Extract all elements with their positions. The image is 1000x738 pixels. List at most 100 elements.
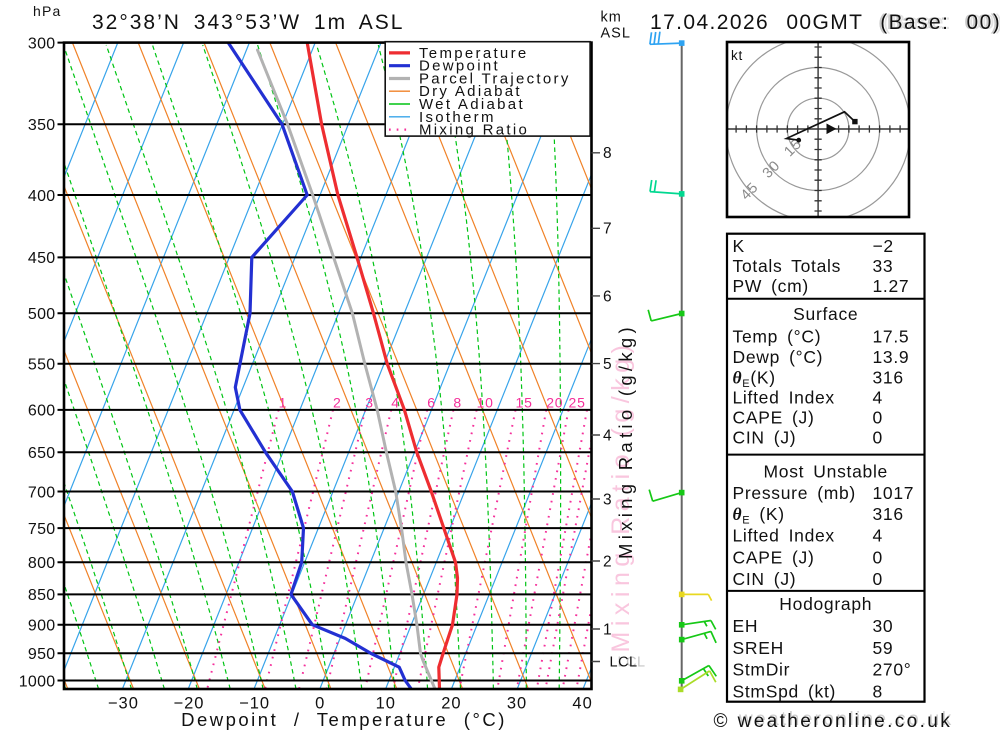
svg-text:10: 10 <box>376 695 396 713</box>
svg-text:316: 316 <box>873 367 904 387</box>
svg-text:20: 20 <box>546 394 563 410</box>
svg-text:4: 4 <box>603 427 612 444</box>
svg-text:15: 15 <box>516 394 533 410</box>
svg-text:Hodograph: Hodograph <box>779 594 872 614</box>
svg-text:Dewpoint / Temperature (°C): Dewpoint / Temperature (°C) <box>181 709 507 730</box>
svg-text:Surface: Surface <box>793 304 858 324</box>
svg-text:950: 950 <box>28 646 56 663</box>
svg-text:CAPE (J): CAPE (J) <box>733 408 815 428</box>
svg-text:30: 30 <box>507 695 527 713</box>
svg-text:13.9: 13.9 <box>873 347 910 367</box>
svg-text:Mixing Ratio (g/kg): Mixing Ratio (g/kg) <box>615 323 636 559</box>
svg-text:0: 0 <box>873 408 883 428</box>
svg-text:PW (cm): PW (cm) <box>733 276 809 296</box>
svg-text:Isotherm: Isotherm <box>419 109 496 126</box>
svg-text:km: km <box>601 10 622 26</box>
svg-text:−10: −10 <box>239 695 270 713</box>
svg-text:2: 2 <box>603 553 612 570</box>
svg-text:1: 1 <box>603 621 612 638</box>
svg-text:LCL: LCL <box>618 655 646 671</box>
svg-text:25: 25 <box>569 394 586 410</box>
svg-text:600: 600 <box>28 403 56 420</box>
svg-text:Dry Adiabat: Dry Adiabat <box>419 83 522 100</box>
svg-text:LCL: LCL <box>610 655 638 671</box>
svg-text:800: 800 <box>28 555 56 572</box>
svg-text:0: 0 <box>315 695 325 713</box>
svg-text:500: 500 <box>28 306 56 323</box>
svg-text:33: 33 <box>873 256 894 276</box>
svg-text:K: K <box>733 236 745 256</box>
svg-text:550: 550 <box>28 357 56 374</box>
svg-text:Mixing Ratio (g/kg): Mixing Ratio (g/kg) <box>607 340 635 653</box>
svg-text:Parcel Trajectory: Parcel Trajectory <box>419 71 571 88</box>
svg-text:8: 8 <box>603 145 612 162</box>
svg-text:1017: 1017 <box>873 483 915 503</box>
svg-text:40: 40 <box>572 695 592 713</box>
svg-text:850: 850 <box>28 587 56 604</box>
svg-text:17.5: 17.5 <box>873 327 910 347</box>
svg-text:Mixing Ratio: Mixing Ratio <box>419 122 529 139</box>
svg-text:1.27: 1.27 <box>873 276 910 296</box>
svg-text:−20: −20 <box>174 695 205 713</box>
svg-text:20: 20 <box>441 695 461 713</box>
svg-text:4: 4 <box>391 394 400 410</box>
svg-text:17.04.2026 00GMT (Base: 00): 17.04.2026 00GMT (Base: 00) <box>650 11 1000 34</box>
svg-text:32°38’N 343°53’W 1m ASL: 32°38’N 343°53’W 1m ASL <box>92 11 404 34</box>
svg-text:10: 10 <box>477 394 494 410</box>
svg-text:(Base: 00): (Base: 00) <box>878 11 999 34</box>
svg-text:0: 0 <box>873 428 883 448</box>
svg-text:kt: kt <box>731 48 743 63</box>
svg-text:−2: −2 <box>873 236 894 256</box>
svg-text:8: 8 <box>453 394 462 410</box>
svg-text:400: 400 <box>28 188 56 205</box>
svg-text:650: 650 <box>28 445 56 462</box>
svg-text:4: 4 <box>873 388 883 408</box>
svg-text:CIN (J): CIN (J) <box>733 428 797 448</box>
svg-text:Temperature: Temperature <box>419 45 529 62</box>
svg-text:Totals Totals: Totals Totals <box>733 256 842 276</box>
svg-text:hPa: hPa <box>33 3 62 19</box>
svg-text:750: 750 <box>28 521 56 538</box>
svg-text:450: 450 <box>28 250 56 267</box>
svg-text:SREH: SREH <box>733 638 784 658</box>
svg-text:3: 3 <box>365 394 374 410</box>
svg-text:Wet Adiabat: Wet Adiabat <box>419 96 525 113</box>
svg-text:ASL: ASL <box>601 26 631 42</box>
svg-text:6: 6 <box>427 394 436 410</box>
svg-text:316: 316 <box>873 504 904 524</box>
svg-text:Lifted Index: Lifted Index <box>733 525 835 545</box>
svg-text:(Base: 00): (Base: 00) <box>883 11 1000 34</box>
svg-text:Pressure (mb): Pressure (mb) <box>733 483 856 503</box>
svg-text:StmDir: StmDir <box>733 660 791 680</box>
svg-text:2: 2 <box>333 394 342 410</box>
svg-text:8: 8 <box>873 682 883 702</box>
svg-text:Temp (°C): Temp (°C) <box>733 327 822 347</box>
svg-text:7: 7 <box>603 221 612 238</box>
svg-text:EH: EH <box>733 616 759 636</box>
svg-text:270°: 270° <box>873 660 912 680</box>
svg-text:StmSpd (kt): StmSpd (kt) <box>733 682 837 702</box>
svg-text:0: 0 <box>873 569 883 589</box>
svg-text:59: 59 <box>873 638 894 658</box>
svg-text:30: 30 <box>873 616 894 636</box>
svg-text:4: 4 <box>873 525 883 545</box>
svg-text:θE (K): θE (K) <box>733 504 785 527</box>
svg-text:300: 300 <box>28 35 56 52</box>
svg-text:5: 5 <box>603 356 612 373</box>
svg-text:900: 900 <box>28 618 56 635</box>
svg-text:Most Unstable: Most Unstable <box>764 462 888 482</box>
svg-text:Dewpoint: Dewpoint <box>419 58 500 75</box>
svg-text:θE(K): θE(K) <box>733 367 776 390</box>
svg-text:1: 1 <box>279 394 288 410</box>
svg-text:6: 6 <box>603 288 612 305</box>
svg-text:−30: −30 <box>108 695 139 713</box>
svg-text:700: 700 <box>28 484 56 501</box>
svg-text:0: 0 <box>873 547 883 567</box>
svg-text:© weatheronline.co.uk: © weatheronline.co.uk <box>714 711 953 732</box>
svg-text:CIN (J): CIN (J) <box>733 569 797 589</box>
svg-text:Dewp (°C): Dewp (°C) <box>733 347 824 367</box>
svg-text:3: 3 <box>603 491 612 508</box>
svg-text:Lifted Index: Lifted Index <box>733 388 835 408</box>
svg-text:CAPE (J): CAPE (J) <box>733 547 815 567</box>
svg-text:350: 350 <box>28 117 56 134</box>
